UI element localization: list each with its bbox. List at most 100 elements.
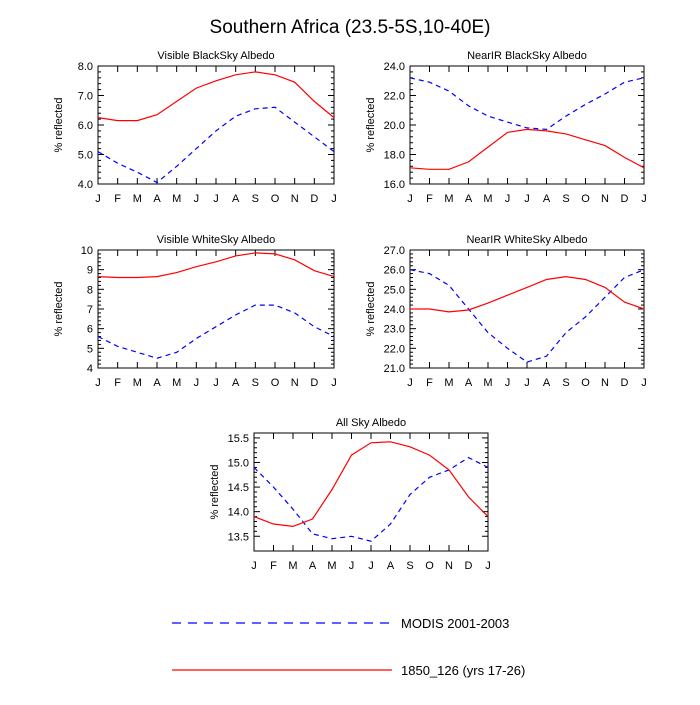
- x-tick-label: N: [601, 193, 609, 205]
- x-tick-label: A: [232, 377, 240, 389]
- x-tick-label: M: [483, 377, 492, 389]
- y-axis-label: % reflected: [365, 281, 377, 336]
- x-tick-label: J: [505, 193, 511, 205]
- y-tick-label: 4.0: [78, 179, 93, 191]
- y-tick-label: 5: [87, 343, 93, 355]
- y-tick-label: 9: [87, 265, 93, 277]
- x-tick-label: F: [114, 377, 121, 389]
- y-tick-label: 23.0: [384, 324, 405, 336]
- x-tick-label: J: [524, 377, 530, 389]
- y-tick-label: 4: [87, 363, 93, 375]
- plot-frame: [409, 65, 645, 185]
- y-tick-label: 13.5: [228, 531, 249, 543]
- y-tick-label: 8: [87, 284, 93, 296]
- y-tick-label: 22.0: [384, 343, 405, 355]
- x-tick-label: O: [581, 377, 590, 389]
- x-tick-label: J: [95, 193, 101, 205]
- x-tick-label: F: [114, 193, 121, 205]
- x-tick-label: J: [407, 377, 413, 389]
- panel-title: NearIR BlackSky Albedo: [467, 50, 587, 62]
- y-axis-label: % reflected: [53, 97, 65, 152]
- x-tick-label: A: [309, 560, 317, 572]
- x-tick-label: A: [153, 377, 161, 389]
- x-tick-label: J: [349, 560, 355, 572]
- x-tick-label: N: [291, 377, 299, 389]
- series-modis-line: [409, 77, 645, 131]
- series-model-line: [410, 275, 645, 313]
- legend-model-label: 1850_126 (yrs 17-26): [401, 663, 525, 678]
- x-tick-label: S: [252, 193, 259, 205]
- y-tick-label: 24.0: [384, 61, 405, 73]
- x-tick-label: A: [387, 560, 395, 572]
- series-model-line: [253, 441, 489, 528]
- plot-frame: [97, 249, 335, 369]
- y-tick-label: 15.0: [228, 458, 249, 470]
- x-tick-label: J: [485, 560, 491, 572]
- x-tick-label: J: [524, 193, 530, 205]
- x-tick-label: J: [194, 193, 200, 205]
- y-tick-label: 6: [87, 324, 93, 336]
- y-tick-label: 18.0: [384, 150, 405, 162]
- x-tick-label: D: [621, 377, 629, 389]
- x-tick-label: M: [172, 377, 181, 389]
- panel-title: NearIR WhiteSky Albedo: [466, 234, 587, 246]
- plot-frame: [97, 65, 335, 185]
- series-modis-line: [97, 106, 335, 184]
- x-tick-label: J: [213, 377, 219, 389]
- x-tick-label: A: [543, 377, 551, 389]
- panel-title: Visible BlackSky Albedo: [157, 50, 274, 62]
- y-tick-label: 24.0: [384, 304, 405, 316]
- x-tick-label: S: [252, 377, 259, 389]
- y-tick-label: 16.0: [384, 179, 405, 191]
- x-tick-label: J: [505, 377, 511, 389]
- series-model-line: [409, 128, 645, 170]
- x-tick-label: O: [271, 193, 280, 205]
- y-axis-label: % reflected: [209, 464, 221, 519]
- x-tick-label: A: [465, 193, 473, 205]
- x-tick-label: N: [291, 193, 299, 205]
- x-tick-label: S: [562, 193, 569, 205]
- x-tick-label: O: [425, 560, 434, 572]
- y-tick-label: 5.0: [78, 150, 93, 162]
- series-modis-line: [97, 304, 335, 359]
- panel-title: All Sky Albedo: [336, 417, 406, 429]
- y-tick-label: 10: [81, 245, 93, 257]
- x-tick-label: F: [426, 193, 433, 205]
- x-tick-label: M: [133, 377, 142, 389]
- y-tick-label: 25.0: [384, 284, 405, 296]
- x-tick-label: N: [445, 560, 453, 572]
- x-tick-label: O: [581, 193, 590, 205]
- panel-title: Visible WhiteSky Albedo: [157, 234, 275, 246]
- x-tick-label: F: [270, 560, 277, 572]
- y-axis-label: % reflected: [53, 281, 65, 336]
- x-tick-label: J: [407, 193, 413, 205]
- y-tick-label: 7.0: [78, 91, 93, 103]
- y-tick-label: 15.5: [228, 433, 249, 445]
- x-tick-label: M: [483, 193, 492, 205]
- y-axis-label: % reflected: [365, 97, 377, 152]
- x-tick-label: N: [601, 377, 609, 389]
- x-tick-label: J: [331, 377, 337, 389]
- series-modis-line: [409, 269, 645, 363]
- x-tick-label: M: [327, 560, 336, 572]
- x-tick-label: O: [271, 377, 280, 389]
- plot-frame: [409, 249, 645, 369]
- y-tick-label: 26.0: [384, 265, 405, 277]
- x-tick-label: F: [426, 377, 433, 389]
- x-tick-label: S: [406, 560, 413, 572]
- x-tick-label: A: [465, 377, 473, 389]
- x-tick-label: M: [172, 193, 181, 205]
- y-tick-label: 7: [87, 304, 93, 316]
- y-tick-label: 8.0: [78, 61, 93, 73]
- x-tick-label: A: [543, 193, 551, 205]
- x-tick-label: J: [331, 193, 337, 205]
- x-tick-label: J: [641, 377, 647, 389]
- x-tick-label: D: [310, 193, 318, 205]
- x-tick-label: J: [95, 377, 101, 389]
- x-tick-label: D: [465, 560, 473, 572]
